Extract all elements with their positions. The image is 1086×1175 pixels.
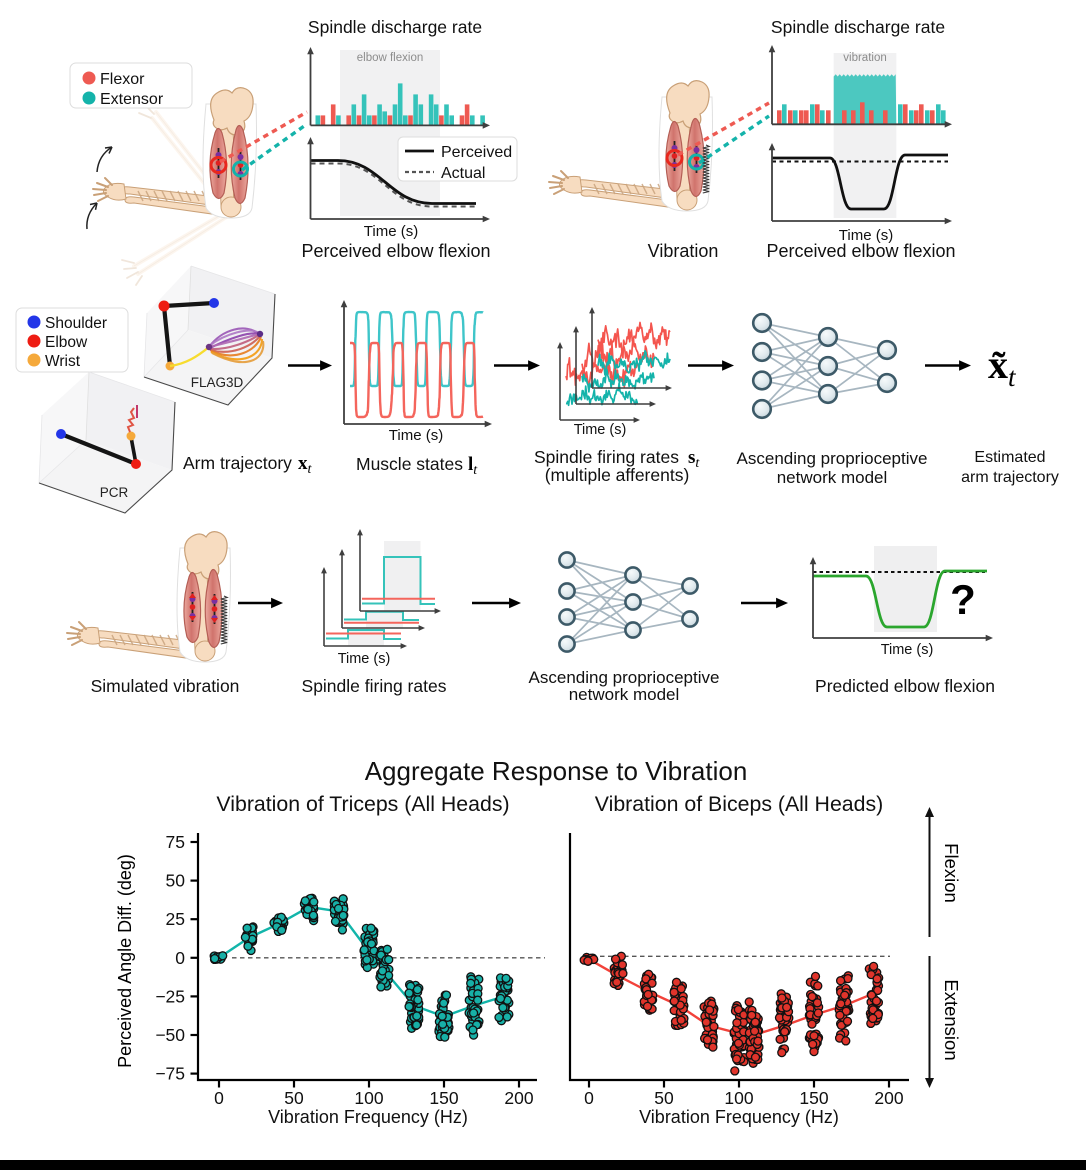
svg-text:Ascending proprioceptive: Ascending proprioceptive <box>737 449 928 468</box>
svg-text:Simulated vibration: Simulated vibration <box>91 676 240 696</box>
svg-text:Predicted elbow flexion: Predicted elbow flexion <box>815 676 995 696</box>
svg-text:PCR: PCR <box>100 485 129 500</box>
svg-text:Arm trajectory: Arm trajectory <box>183 453 292 473</box>
svg-text:Actual: Actual <box>441 165 485 182</box>
svg-text:Time (s): Time (s) <box>839 227 893 244</box>
svg-text:0: 0 <box>584 1088 594 1108</box>
svg-text:Perceived: Perceived <box>441 144 512 161</box>
svg-text:Shoulder: Shoulder <box>45 315 107 332</box>
svg-text:200: 200 <box>504 1088 533 1108</box>
svg-text:Perceived Angle Diff. (deg): Perceived Angle Diff. (deg) <box>115 854 135 1068</box>
svg-text:0: 0 <box>175 948 185 968</box>
svg-text:−25: −25 <box>155 986 185 1006</box>
svg-text:lt: lt <box>468 454 478 478</box>
svg-text:100: 100 <box>354 1088 383 1108</box>
svg-text:arm trajectory: arm trajectory <box>961 469 1059 486</box>
svg-text:Elbow: Elbow <box>45 334 88 351</box>
svg-text:100: 100 <box>724 1088 753 1108</box>
svg-text:Time (s): Time (s) <box>881 642 934 658</box>
svg-text:200: 200 <box>874 1088 903 1108</box>
svg-text:Time (s): Time (s) <box>364 223 418 240</box>
svg-text:150: 150 <box>429 1088 458 1108</box>
svg-text:Time (s): Time (s) <box>389 427 443 444</box>
svg-text:Spindle discharge rate: Spindle discharge rate <box>308 17 482 37</box>
svg-text:Vibration Frequency (Hz): Vibration Frequency (Hz) <box>639 1107 839 1127</box>
svg-text:Time (s): Time (s) <box>338 651 391 667</box>
svg-text:(multiple afferents): (multiple afferents) <box>545 465 690 485</box>
svg-text:elbow flexion: elbow flexion <box>357 52 423 64</box>
svg-text:−50: −50 <box>155 1025 185 1045</box>
svg-text:Extensor: Extensor <box>100 91 164 108</box>
svg-text:Aggregate Response to Vibratio: Aggregate Response to Vibration <box>365 756 748 786</box>
svg-text:Time (s): Time (s) <box>574 422 627 438</box>
svg-text:Flexor: Flexor <box>100 71 145 88</box>
svg-text:Extension: Extension <box>941 979 962 1060</box>
svg-text:50: 50 <box>654 1088 674 1108</box>
svg-text:FLAG3D: FLAG3D <box>191 375 244 390</box>
svg-text:50: 50 <box>166 871 186 891</box>
svg-text:Wrist: Wrist <box>45 353 81 370</box>
svg-text:network model: network model <box>569 685 680 704</box>
svg-text:Vibration Frequency (Hz): Vibration Frequency (Hz) <box>268 1107 468 1127</box>
svg-text:Flexion: Flexion <box>941 843 962 903</box>
svg-text:Spindle firing rates: Spindle firing rates <box>534 447 679 467</box>
svg-text:Spindle discharge rate: Spindle discharge rate <box>771 17 945 37</box>
svg-text:vibration: vibration <box>843 52 886 64</box>
svg-text:?: ? <box>950 576 976 623</box>
svg-text:Perceived elbow flexion: Perceived elbow flexion <box>301 241 490 261</box>
svg-text:Muscle states: Muscle states <box>356 454 463 474</box>
svg-text:Estimated: Estimated <box>974 449 1045 466</box>
svg-text:150: 150 <box>799 1088 828 1108</box>
svg-text:0: 0 <box>214 1088 224 1108</box>
svg-text:Vibration: Vibration <box>648 241 719 261</box>
svg-text:Spindle firing rates: Spindle firing rates <box>302 676 447 696</box>
svg-text:network model: network model <box>777 468 888 487</box>
svg-text:Ascending proprioceptive: Ascending proprioceptive <box>529 668 720 687</box>
svg-text:−75: −75 <box>155 1064 185 1084</box>
svg-text:Perceived elbow flexion: Perceived elbow flexion <box>766 241 955 261</box>
svg-text:25: 25 <box>166 909 185 929</box>
svg-text:Vibration of Biceps (All Heads: Vibration of Biceps (All Heads) <box>595 792 883 816</box>
svg-text:Vibration of Triceps (All Head: Vibration of Triceps (All Heads) <box>216 792 509 816</box>
svg-text:75: 75 <box>166 832 185 852</box>
svg-text:50: 50 <box>284 1088 304 1108</box>
